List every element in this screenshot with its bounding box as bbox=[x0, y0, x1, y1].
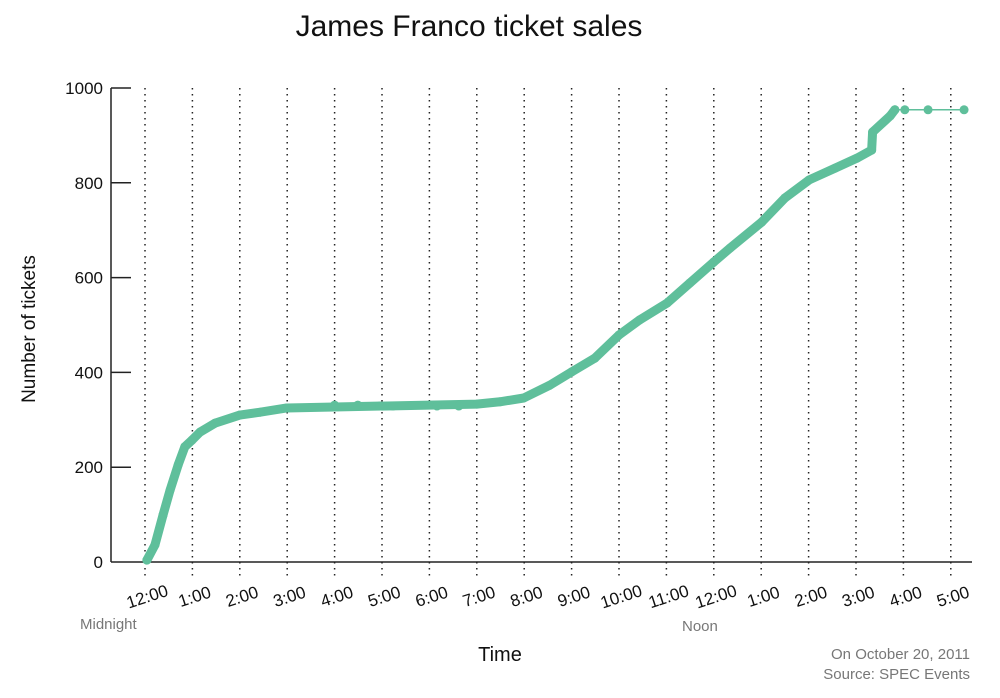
data-point bbox=[472, 399, 482, 409]
data-point bbox=[142, 555, 152, 565]
x-tick-label: 12:00 bbox=[693, 581, 739, 612]
x-tick-label: 5:00 bbox=[934, 583, 971, 611]
x-tick-label: 8:00 bbox=[508, 583, 545, 611]
chart-title: James Franco ticket sales bbox=[295, 10, 643, 43]
x-tick-label: 12:00 bbox=[124, 581, 170, 612]
data-point bbox=[709, 257, 719, 267]
data-point bbox=[173, 460, 183, 470]
x-tick-label: 3:00 bbox=[271, 583, 308, 611]
data-point bbox=[195, 427, 205, 437]
data-point bbox=[235, 410, 245, 420]
data-point bbox=[900, 105, 910, 115]
data-point bbox=[868, 127, 878, 137]
data-point bbox=[685, 278, 695, 288]
data-point bbox=[210, 418, 220, 428]
y-tick-label: 600 bbox=[75, 269, 103, 288]
x-tick-label: 4:00 bbox=[887, 583, 924, 611]
data-point bbox=[282, 403, 292, 413]
data-point bbox=[432, 401, 442, 411]
data-point bbox=[165, 485, 175, 495]
data-point bbox=[590, 353, 600, 363]
data-point bbox=[567, 367, 577, 377]
x-tick-label: 4:00 bbox=[318, 583, 355, 611]
data-point bbox=[454, 401, 464, 411]
x-tick-label: 2:00 bbox=[223, 583, 260, 611]
data-point bbox=[959, 105, 969, 115]
y-tick-label: 400 bbox=[75, 363, 103, 382]
x-tick-label: 5:00 bbox=[366, 583, 403, 611]
y-tick-label: 800 bbox=[75, 174, 103, 193]
x-tick-label: 11:00 bbox=[646, 581, 691, 612]
data-point bbox=[890, 105, 900, 115]
data-point bbox=[662, 298, 672, 308]
data-point bbox=[353, 400, 363, 410]
data-point bbox=[495, 397, 505, 407]
data-point bbox=[545, 380, 555, 390]
series-dense-band bbox=[142, 105, 900, 565]
data-point bbox=[923, 105, 933, 115]
noon-annotation: Noon bbox=[682, 618, 718, 635]
x-tick-label: 2:00 bbox=[792, 583, 829, 611]
y-tick-label: 200 bbox=[75, 458, 103, 477]
data-point bbox=[780, 193, 790, 203]
x-tick-label: 7:00 bbox=[460, 583, 497, 611]
y-axis-label: Number of tickets bbox=[19, 255, 40, 403]
y-tick-label: 1000 bbox=[65, 79, 103, 98]
data-point bbox=[830, 163, 840, 173]
x-tick-label: 9:00 bbox=[555, 583, 592, 611]
data-point bbox=[375, 401, 385, 411]
midnight-annotation: Midnight bbox=[80, 616, 137, 633]
y-tick-label: 0 bbox=[94, 553, 103, 572]
data-point bbox=[635, 315, 645, 325]
data-point bbox=[867, 145, 877, 155]
data-point bbox=[725, 243, 735, 253]
data-point bbox=[852, 153, 862, 163]
data-point bbox=[614, 330, 624, 340]
data-point bbox=[885, 111, 895, 121]
data-point bbox=[388, 401, 398, 411]
x-tick-label: 10:00 bbox=[598, 581, 644, 612]
x-tick-label: 6:00 bbox=[413, 583, 450, 611]
data-point bbox=[330, 400, 340, 410]
x-tick-label: 3:00 bbox=[840, 583, 877, 611]
data-point bbox=[757, 217, 767, 227]
data-point bbox=[158, 510, 168, 520]
date-note: On October 20, 2011 bbox=[831, 646, 970, 663]
source-note: Source: SPEC Events bbox=[823, 666, 970, 683]
data-point bbox=[150, 540, 160, 550]
data-point bbox=[519, 393, 529, 403]
x-tick-label: 1:00 bbox=[745, 583, 782, 611]
data-point bbox=[180, 442, 190, 452]
x-tick-label: 1:00 bbox=[176, 583, 213, 611]
data-point bbox=[255, 407, 265, 417]
x-axis-label: Time bbox=[478, 644, 522, 666]
data-point bbox=[804, 175, 814, 185]
series-line bbox=[146, 109, 965, 561]
data-point bbox=[187, 435, 197, 445]
